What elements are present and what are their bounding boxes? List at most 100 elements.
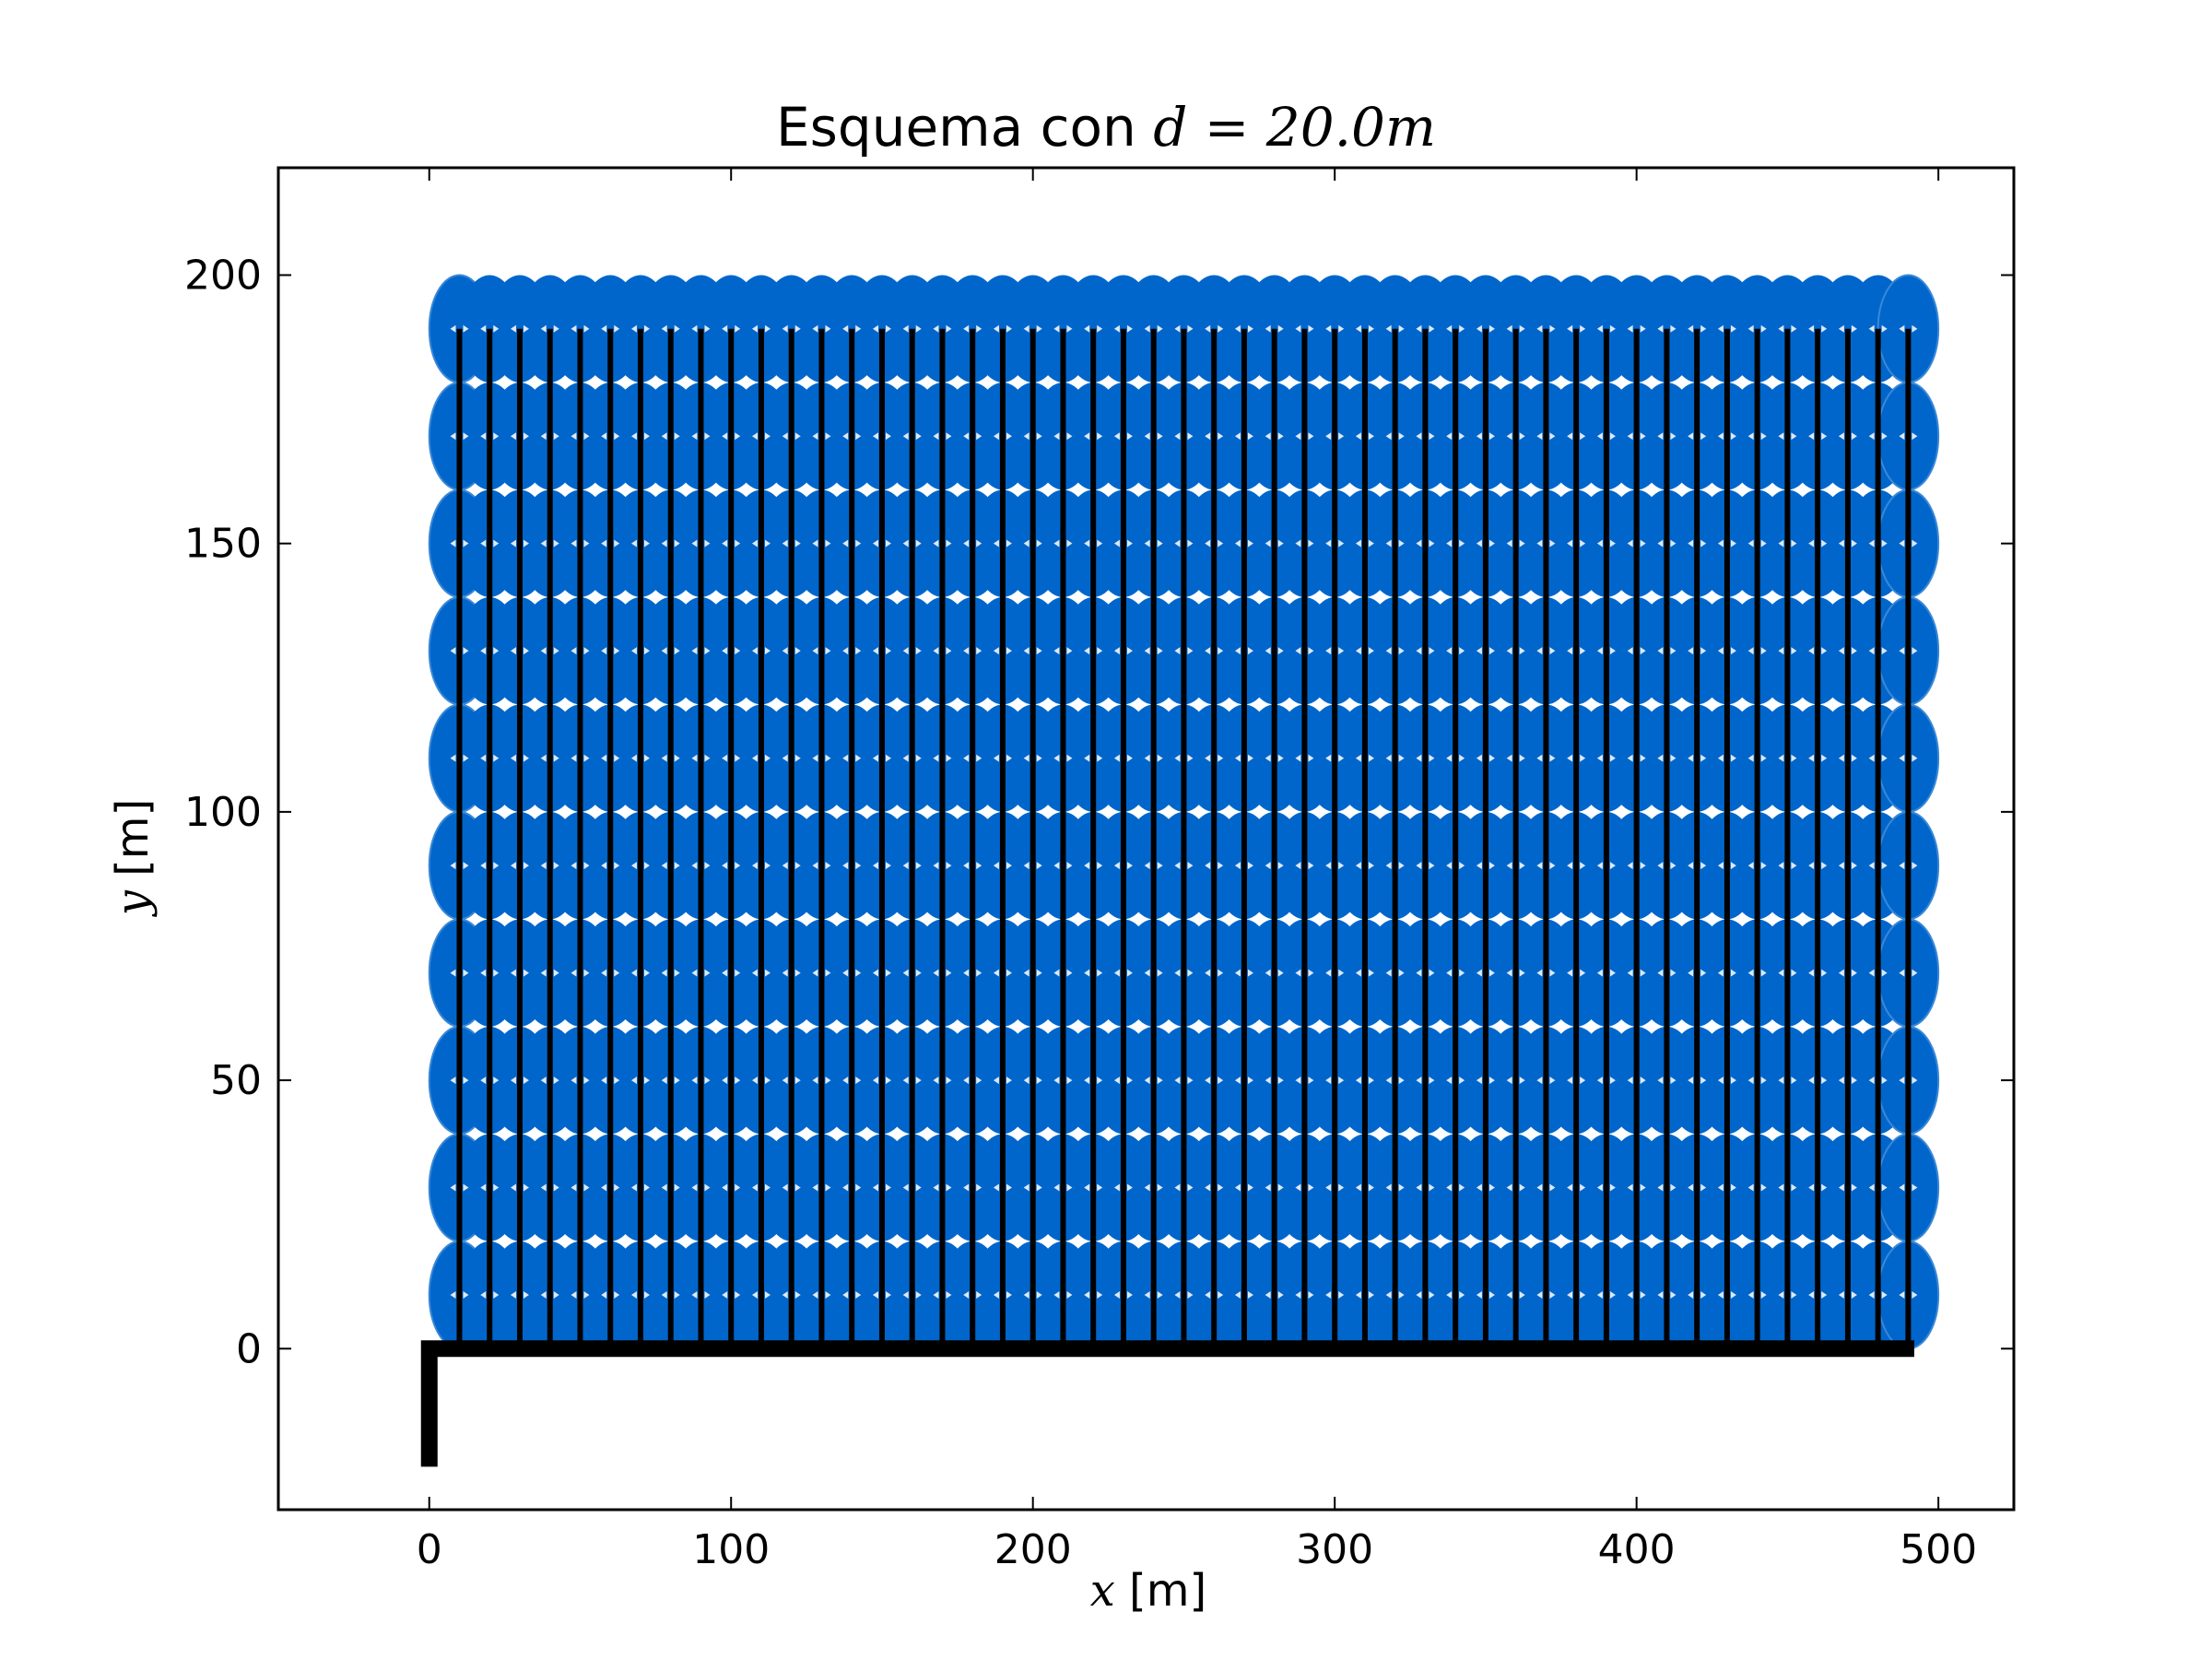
- emitter-marker: [993, 1077, 1012, 1085]
- emitter-marker: [722, 754, 741, 762]
- emitter-marker: [1778, 432, 1797, 441]
- emitter-marker: [1717, 1077, 1736, 1085]
- emitter-marker: [1808, 539, 1828, 547]
- emitter-marker: [1657, 1291, 1677, 1300]
- emitter-marker: [1084, 1183, 1103, 1192]
- emitter-marker: [1113, 862, 1133, 870]
- emitter-marker: [1567, 1183, 1586, 1192]
- emitter-marker: [902, 539, 922, 547]
- x-axis-label-math: x: [1090, 1565, 1115, 1617]
- emitter-marker: [1747, 969, 1767, 977]
- emitter-marker: [630, 432, 650, 441]
- emitter-marker: [1536, 754, 1556, 762]
- emitter-marker: [722, 1291, 741, 1300]
- emitter-marker: [1506, 539, 1525, 547]
- emitter-marker: [480, 1077, 500, 1085]
- emitter-marker: [1174, 324, 1194, 333]
- emitter-marker: [1355, 324, 1374, 333]
- emitter-marker: [751, 539, 771, 547]
- emitter-marker: [1657, 324, 1677, 333]
- emitter-marker: [1205, 862, 1224, 870]
- emitter-marker: [812, 754, 831, 762]
- emitter-marker: [1265, 324, 1284, 333]
- emitter-marker: [1567, 539, 1586, 547]
- emitter-marker: [782, 969, 801, 977]
- emitter-marker: [1144, 647, 1163, 655]
- emitter-marker: [1355, 539, 1374, 547]
- emitter-marker: [782, 539, 801, 547]
- y-axis-label-unit: [m]: [107, 799, 159, 890]
- emitter-marker: [571, 432, 590, 441]
- emitter-marker: [1567, 969, 1586, 977]
- chart-title: Esquema con d = 20.0m: [776, 96, 1436, 159]
- emitter-marker: [1234, 1077, 1253, 1085]
- emitter-marker: [1627, 862, 1646, 870]
- emitter-marker: [1536, 862, 1556, 870]
- emitter-marker: [1899, 862, 1918, 870]
- emitter-marker: [1506, 969, 1525, 977]
- emitter-marker: [1476, 1291, 1495, 1300]
- emitter-marker: [872, 969, 891, 977]
- emitter-marker: [812, 539, 831, 547]
- emitter-marker: [842, 647, 862, 655]
- emitter-marker: [1234, 969, 1253, 977]
- emitter-marker: [1747, 324, 1767, 333]
- emitter-marker: [1627, 754, 1646, 762]
- emitter-marker: [963, 969, 982, 977]
- emitter-marker: [1234, 754, 1253, 762]
- emitter-marker: [661, 539, 680, 547]
- emitter-marker: [1385, 1291, 1405, 1300]
- emitter-marker: [540, 324, 559, 333]
- emitter-marker: [450, 432, 469, 441]
- emitter-marker: [510, 862, 529, 870]
- emitter-marker: [480, 754, 500, 762]
- emitter-marker: [963, 1183, 982, 1192]
- emitter-marker: [1084, 539, 1103, 547]
- emitter-marker: [1416, 1183, 1435, 1192]
- emitter-marker: [1717, 324, 1736, 333]
- emitter-marker: [1113, 1183, 1133, 1192]
- emitter-marker: [872, 324, 891, 333]
- emitter-marker: [1113, 647, 1133, 655]
- emitter-marker: [1747, 1291, 1767, 1300]
- emitter-marker: [1596, 324, 1616, 333]
- emitter-marker: [1506, 1077, 1525, 1085]
- emitter-marker: [601, 647, 620, 655]
- emitter-marker: [1144, 432, 1163, 441]
- emitter-marker: [1416, 324, 1435, 333]
- emitter-marker: [480, 324, 500, 333]
- emitter-marker: [1778, 754, 1797, 762]
- emitter-marker: [1476, 432, 1495, 441]
- emitter-marker: [450, 1183, 469, 1192]
- emitter-marker: [842, 539, 862, 547]
- emitter-marker: [1446, 862, 1465, 870]
- x-tick-label: 0: [417, 1526, 442, 1573]
- emitter-marker: [812, 969, 831, 977]
- emitter-marker: [1446, 1077, 1465, 1085]
- emitter-marker: [842, 862, 862, 870]
- emitter-marker: [450, 647, 469, 655]
- emitter-marker: [1688, 647, 1707, 655]
- emitter-marker: [782, 1183, 801, 1192]
- emitter-marker: [1717, 647, 1736, 655]
- emitter-marker: [1838, 969, 1857, 977]
- emitter-marker: [1023, 1077, 1042, 1085]
- emitter-marker: [842, 969, 862, 977]
- pipe-layer: [420, 328, 1914, 1467]
- emitter-marker: [1385, 432, 1405, 441]
- x-tick-label: 500: [1900, 1526, 1977, 1573]
- emitter-marker: [1596, 432, 1616, 441]
- emitter-marker: [480, 969, 500, 977]
- emitter-marker: [1808, 862, 1828, 870]
- emitter-marker: [1778, 862, 1797, 870]
- emitter-marker: [1688, 1077, 1707, 1085]
- emitter-marker: [1476, 647, 1495, 655]
- emitter-marker: [691, 647, 711, 655]
- emitter-marker: [1899, 647, 1918, 655]
- emitter-marker: [1717, 754, 1736, 762]
- emitter-marker: [1385, 969, 1405, 977]
- emitter-marker: [1205, 539, 1224, 547]
- emitter-marker: [1868, 754, 1888, 762]
- emitter-marker: [1325, 969, 1345, 977]
